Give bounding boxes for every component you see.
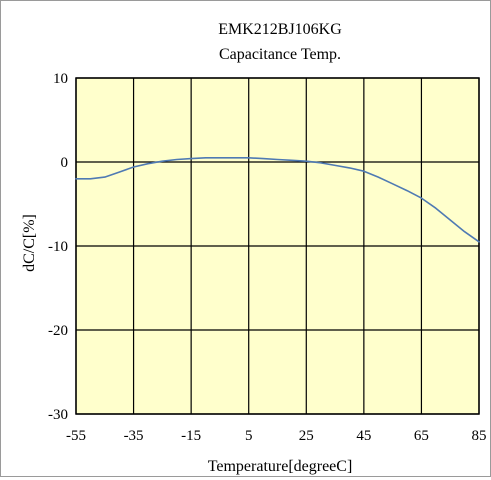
plot-area: -55 -35 -15 5 25 45 65 85 10 0 -10 -20 -30: [48, 71, 487, 444]
y-tick-label: 0: [61, 155, 69, 171]
x-tick-label: -15: [181, 428, 201, 444]
x-axis-label: Temperature[degreeC]: [208, 458, 353, 475]
chart-subtitle: Capacitance Temp.: [219, 46, 341, 63]
x-tick-label: 45: [356, 428, 371, 444]
y-axis-label: dC/C[%]: [21, 214, 38, 272]
chart-title: EMK212BJ106KG: [218, 21, 342, 38]
y-tick-label: -10: [48, 239, 68, 255]
x-tick-label: 85: [472, 428, 487, 444]
x-tick-label: -35: [124, 428, 144, 444]
x-tick-label: 65: [414, 428, 429, 444]
x-tick-label: -55: [66, 428, 86, 444]
y-tick-label: -20: [48, 323, 68, 339]
x-tick-label: 25: [299, 428, 314, 444]
plot-border: [75, 77, 480, 415]
series-line: [75, 157, 480, 243]
y-tick-label: 10: [53, 71, 68, 87]
y-tick-label: -30: [48, 407, 68, 423]
x-tick-label: 5: [245, 428, 253, 444]
